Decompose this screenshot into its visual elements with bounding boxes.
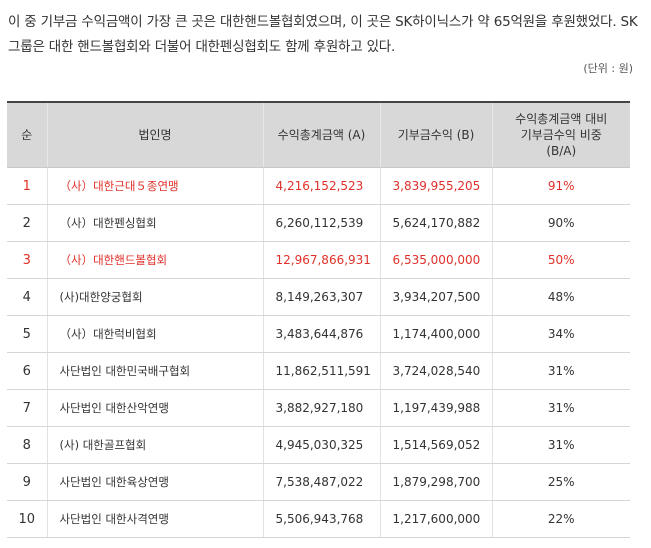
cell-ratio: 31% [491, 426, 630, 464]
table-row: 7 사단법인 대한산악연맹 3,882,927,180 1,197,439,988 31… [7, 389, 630, 427]
cell-org-name: 사단법인 대한민국배구협회 [46, 352, 263, 390]
cell-rank: 7 [7, 389, 47, 427]
cell-revenue: 12,967,866,931 [262, 241, 380, 279]
cell-org-name: （사）대한핸드볼협회 [46, 241, 263, 279]
cell-org-name: (사) 대한골프협회 [46, 426, 263, 464]
cell-revenue: 4,945,030,325 [262, 426, 380, 464]
cell-donation: 5,624,170,882 [379, 204, 492, 242]
intro-line-2: 그룹은 대한 핸드볼협회와 더불어 대한펜싱협회도 함께 후원하고 있다. [8, 39, 396, 55]
cell-org-name: （사）대한럭비협회 [46, 315, 263, 353]
cell-ratio: 25% [491, 463, 630, 501]
table-row: 6 사단법인 대한민국배구협회 11,862,511,591 3,724,028,54… [7, 352, 630, 390]
donation-table: 순 법인명 수익총계금액 (A) 기부금수익 (B) 수익총계금액 대비 기부금… [7, 101, 630, 538]
cell-rank: 3 [7, 241, 47, 279]
cell-donation: 1,514,569,052 [379, 426, 492, 464]
header-ratio-line-1: 수익총계금액 대비 [515, 112, 608, 126]
unit-label: (단위 : 원) [583, 62, 633, 75]
cell-revenue: 8,149,263,307 [262, 278, 380, 316]
intro-line-1: 이 중 기부금 수익금액이 가장 큰 곳은 대한핸드볼협회였으며, 이 곳은 S… [8, 14, 638, 30]
header-org: 법인명 [46, 102, 263, 168]
cell-ratio: 34% [491, 315, 630, 353]
cell-donation: 6,535,000,000 [379, 241, 492, 279]
cell-ratio: 31% [491, 389, 630, 427]
cell-revenue: 6,260,112,539 [262, 204, 380, 242]
cell-rank: 5 [7, 315, 47, 353]
table-row: 8 (사) 대한골프협회 4,945,030,325 1,514,569,052 31% [7, 426, 630, 464]
cell-rank: 9 [7, 463, 47, 501]
cell-ratio: 22% [491, 500, 630, 538]
cell-donation: 3,934,207,500 [379, 278, 492, 316]
cell-org-name: 사단법인 대한육상연맹 [46, 463, 263, 501]
cell-revenue: 5,506,943,768 [262, 500, 380, 538]
table-row: 3 （사）대한핸드볼협회 12,967,866,931 6,535,000,000 50… [7, 241, 630, 279]
cell-revenue: 7,538,487,022 [262, 463, 380, 501]
cell-rank: 4 [7, 278, 47, 316]
cell-org-name: （사）대한근대５종연맹 [46, 167, 263, 205]
cell-donation: 3,724,028,540 [379, 352, 492, 390]
header-ratio: 수익총계금액 대비 기부금수익 비중 (B/A) [491, 102, 630, 168]
table-row: 1 （사）대한근대５종연맹 4,216,152,523 3,839,955,205 91… [7, 167, 630, 205]
cell-org-name: （사）대한펜싱협회 [46, 204, 263, 242]
table-header-row: 순 법인명 수익총계금액 (A) 기부금수익 (B) 수익총계금액 대비 기부금… [7, 102, 630, 168]
cell-revenue: 4,216,152,523 [262, 167, 380, 205]
cell-ratio: 50% [491, 241, 630, 279]
cell-donation: 1,174,400,000 [379, 315, 492, 353]
cell-revenue: 3,882,927,180 [262, 389, 380, 427]
cell-org-name: 사단법인 대한산악연맹 [46, 389, 263, 427]
cell-donation: 1,197,439,988 [379, 389, 492, 427]
cell-revenue: 11,862,511,591 [262, 352, 380, 390]
table-body: 1 （사）대한근대５종연맹 4,216,152,523 3,839,955,205 91… [7, 167, 630, 538]
cell-revenue: 3,483,644,876 [262, 315, 380, 353]
cell-donation: 1,217,600,000 [379, 500, 492, 538]
cell-rank: 10 [7, 500, 47, 538]
cell-rank: 1 [7, 167, 47, 205]
table-row: 4 (사)대한양궁협회 8,149,263,307 3,934,207,500 48% [7, 278, 630, 316]
cell-ratio: 90% [491, 204, 630, 242]
cell-org-name: (사)대한양궁협회 [46, 278, 263, 316]
cell-ratio: 91% [491, 167, 630, 205]
intro-paragraph: 이 중 기부금 수익금액이 가장 큰 곳은 대한핸드볼협회였으며, 이 곳은 S… [8, 10, 640, 60]
cell-org-name: 사단법인 대한사격연맹 [46, 500, 263, 538]
cell-rank: 6 [7, 352, 47, 390]
table-row: 9 사단법인 대한육상연맹 7,538,487,022 1,879,298,700 25… [7, 463, 630, 501]
cell-ratio: 48% [491, 278, 630, 316]
table-row: 10 사단법인 대한사격연맹 5,506,943,768 1,217,600,000 2… [7, 500, 630, 538]
header-ratio-line-3: (B/A) [546, 144, 577, 158]
cell-donation: 3,839,955,205 [379, 167, 492, 205]
table-row: 5 （사）대한럭비협회 3,483,644,876 1,174,400,000 34% [7, 315, 630, 353]
cell-ratio: 31% [491, 352, 630, 390]
table-row: 2 （사）대한펜싱협회 6,260,112,539 5,624,170,882 90% [7, 204, 630, 242]
header-revenue: 수익총계금액 (A) [262, 102, 380, 168]
cell-rank: 2 [7, 204, 47, 242]
cell-rank: 8 [7, 426, 47, 464]
header-donation: 기부금수익 (B) [379, 102, 492, 168]
header-ratio-line-2: 기부금수익 비중 [520, 128, 602, 142]
cell-donation: 1,879,298,700 [379, 463, 492, 501]
header-rank: 순 [7, 102, 47, 168]
